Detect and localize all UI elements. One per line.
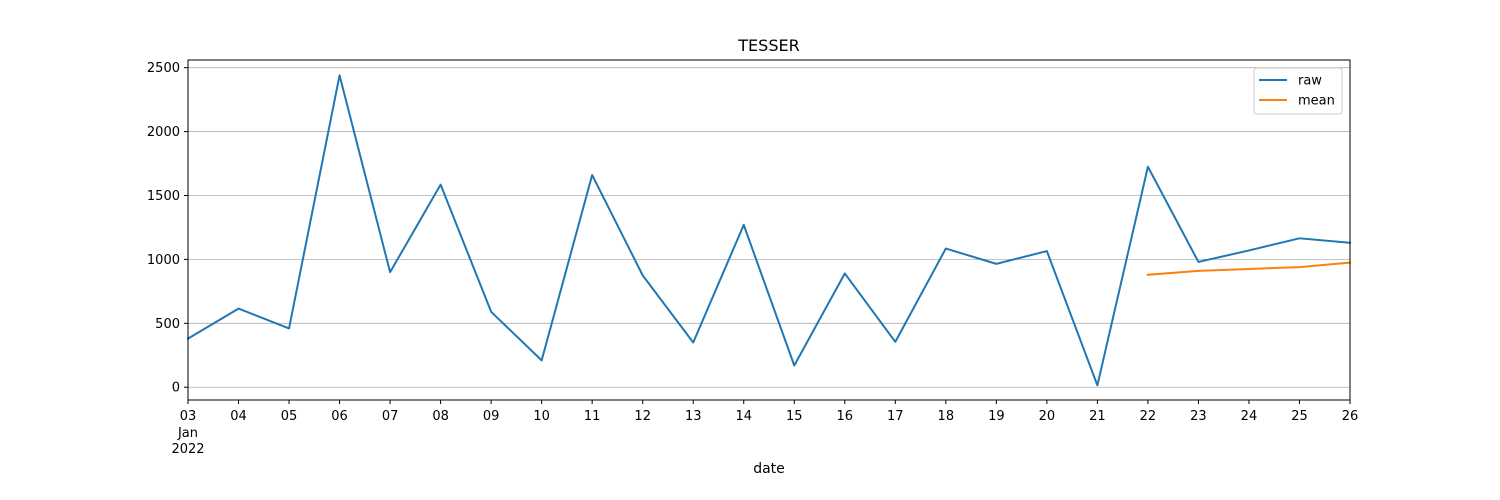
x-axis: 03 04 05 06 07 08 09 10 11 12 13 14 15 16 17 18 19 20 21 22… [180,400,1359,424]
y-tick-label: 2500 [147,61,180,76]
x-tick-label: 23 [1190,409,1207,424]
y-tick-label: 0 [172,381,180,396]
x-tick-label: 19 [988,409,1005,424]
x-tick-label: 22 [1140,409,1157,424]
x-tick-label: 25 [1291,409,1308,424]
x-tick-label: 05 [281,409,298,424]
plot-frame [187,59,1351,401]
x-tick-label: 14 [735,409,752,424]
x-year-label: 2022 [171,442,204,457]
x-tick-label: 04 [230,409,247,424]
x-tick-label: 26 [1342,409,1359,424]
y-tick-label: 500 [155,317,180,332]
x-month-label: Jan [177,426,198,441]
x-tick-label: 07 [382,409,399,424]
x-tick-label: 21 [1089,409,1106,424]
x-tick-label: 17 [887,409,904,424]
legend-label-raw: raw [1298,74,1322,89]
x-tick-label: 16 [837,409,854,424]
series-layer [186,74,1352,387]
x-tick-label: 20 [1039,409,1056,424]
x-tick-label: 18 [938,409,955,424]
y-tick-label: 1500 [147,189,180,204]
legend: raw mean [1253,67,1343,115]
grid-lines [188,67,1350,388]
x-tick-label: 09 [483,409,500,424]
x-tick-label: 06 [331,409,348,424]
chart-title: TESSER [737,36,799,55]
series-line-raw [186,74,1352,387]
x-axis-label: date [753,461,785,477]
legend-label-mean: mean [1298,94,1335,109]
series-line-mean [1146,261,1352,276]
x-tick-label: 13 [685,409,702,424]
x-tick-label: 03 [180,409,197,424]
x-tick-label: 08 [432,409,449,424]
y-tick-label: 2000 [147,125,180,140]
y-tick-label: 1000 [147,253,180,268]
y-axis: 0 500 1000 1500 2000 2500 [147,61,188,396]
x-tick-label: 11 [584,409,601,424]
x-tick-label: 12 [634,409,651,424]
x-tick-label: 15 [786,409,803,424]
x-tick-label: 24 [1241,409,1258,424]
x-tick-label: 10 [533,409,550,424]
